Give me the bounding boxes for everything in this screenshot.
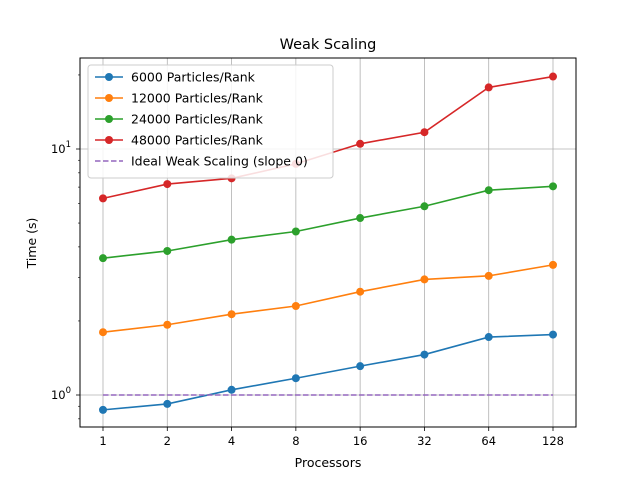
data-point xyxy=(420,202,429,211)
x-tick-label: 32 xyxy=(417,434,432,448)
legend-label: 12000 Particles/Rank xyxy=(131,91,264,106)
legend-item-3: 48000 Particles/Rank xyxy=(95,133,264,148)
series-2 xyxy=(99,182,557,263)
x-tick-label: 128 xyxy=(542,434,564,448)
plot-frame xyxy=(79,57,577,428)
data-point xyxy=(227,310,236,319)
legend-label: 48000 Particles/Rank xyxy=(131,133,264,148)
data-point xyxy=(291,302,300,311)
x-tick-label: 64 xyxy=(481,434,496,448)
x-tick-label: 2 xyxy=(164,434,171,448)
data-point xyxy=(227,235,236,244)
y-tick-exponent: 1 xyxy=(66,140,71,150)
data-point xyxy=(484,333,493,342)
series-line xyxy=(102,333,554,411)
data-point xyxy=(227,385,236,394)
data-point xyxy=(420,275,429,284)
legend-swatch-marker xyxy=(105,115,113,123)
data-point xyxy=(163,180,172,189)
y-tick-base: 10 xyxy=(51,142,66,156)
legend-label: 6000 Particles/Rank xyxy=(131,70,256,85)
data-point xyxy=(549,72,557,81)
data-point xyxy=(163,320,172,329)
x-tick-label: 4 xyxy=(228,434,235,448)
data-point xyxy=(484,186,493,195)
legend-swatch-marker xyxy=(105,73,113,81)
y-axis-label: Time (s) xyxy=(24,218,39,270)
data-point xyxy=(163,246,172,255)
legend: 6000 Particles/Rank 12000 Particles/Rank 2… xyxy=(87,64,334,179)
data-point xyxy=(549,260,557,269)
x-axis-label: Processors xyxy=(295,455,362,470)
data-point xyxy=(99,405,107,414)
data-point xyxy=(484,83,493,92)
data-point xyxy=(291,374,300,383)
data-point xyxy=(549,182,557,191)
legend-box xyxy=(87,64,334,179)
data-point xyxy=(163,399,172,408)
x-tick-label: 16 xyxy=(353,434,368,448)
data-point xyxy=(99,254,107,263)
series-line xyxy=(102,185,554,259)
data-point xyxy=(291,227,300,236)
legend-label: Ideal Weak Scaling (slope 0) xyxy=(131,154,308,169)
legend-item-2: 24000 Particles/Rank xyxy=(95,112,264,127)
chart-title: Weak Scaling xyxy=(280,37,377,53)
data-point xyxy=(356,362,365,371)
x-axis-ticks: 1 2 4 8 16 32 64 128 xyxy=(99,427,564,448)
legend-swatch-marker xyxy=(105,136,113,144)
data-point xyxy=(484,271,493,280)
legend-item-1: 12000 Particles/Rank xyxy=(95,91,264,106)
data-point xyxy=(99,328,107,337)
data-point xyxy=(356,287,365,296)
series-line xyxy=(102,264,554,333)
legend-item-4: Ideal Weak Scaling (slope 0) xyxy=(95,154,308,169)
data-point xyxy=(356,214,365,223)
legend-item-0: 6000 Particles/Rank xyxy=(95,70,256,85)
legend-label: 24000 Particles/Rank xyxy=(131,112,264,127)
data-point xyxy=(420,350,429,359)
y-tick-label: 100 xyxy=(51,386,71,402)
data-point xyxy=(549,330,557,339)
y-tick-exponent: 0 xyxy=(66,386,71,396)
y-tick-label: 101 xyxy=(51,140,71,156)
data-point xyxy=(420,128,429,137)
series-1 xyxy=(99,260,557,337)
y-tick-base: 10 xyxy=(51,388,66,402)
x-tick-label: 1 xyxy=(99,434,106,448)
data-point xyxy=(99,194,107,203)
legend-swatch-marker xyxy=(105,94,113,102)
series-0 xyxy=(99,330,557,414)
x-tick-label: 8 xyxy=(292,434,299,448)
data-point xyxy=(356,139,365,148)
